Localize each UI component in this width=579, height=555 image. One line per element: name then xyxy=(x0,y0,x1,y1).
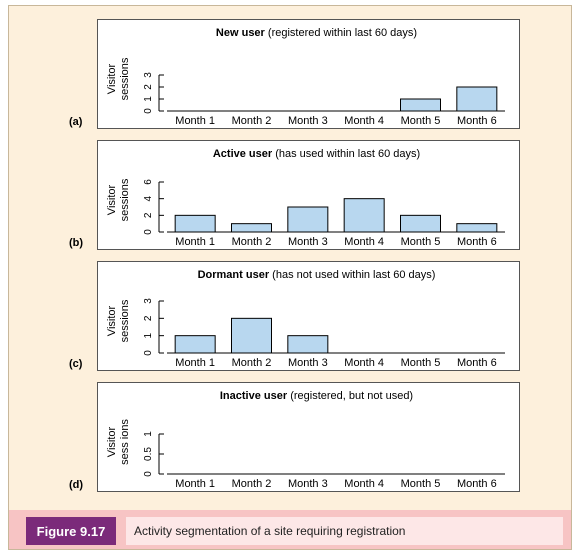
y-tick-label: 6 xyxy=(143,179,154,185)
chart-title-bold: New user xyxy=(216,27,266,39)
chart-title-rest: (has not used within last 60 days) xyxy=(269,269,435,281)
x-tick-label: Month 4 xyxy=(344,236,384,248)
y-tick-label: 1 xyxy=(143,431,154,437)
panel-label-c: (c) xyxy=(69,358,83,370)
figure: New user (registered within last 60 days… xyxy=(8,5,572,550)
y-tick-label: 0.5 xyxy=(143,447,154,461)
bar xyxy=(456,86,498,112)
y-axis-label-line2: sessions xyxy=(119,57,131,100)
y-tick-label: 2 xyxy=(143,212,154,218)
x-tick-label: Month 3 xyxy=(288,478,328,490)
y-axis-label-line2: sessions xyxy=(119,178,131,221)
y-axis-label-line2: sessions xyxy=(119,299,131,342)
x-tick-label: Month 2 xyxy=(232,236,272,248)
y-axis-label-line1: Visitor xyxy=(106,426,118,457)
y-tick-label: 2 xyxy=(143,84,154,90)
chart-title-rest: (has used within last 60 days) xyxy=(272,148,420,160)
chart-title-bold: Inactive user xyxy=(220,390,288,402)
bar xyxy=(343,198,385,233)
chart-panel-b: Active user (has used within last 60 day… xyxy=(97,140,520,250)
chart-title: Dormant user (has not used within last 6… xyxy=(198,269,436,281)
x-tick-label: Month 1 xyxy=(175,115,215,127)
x-tick-label: Month 1 xyxy=(175,236,215,248)
chart-title-rest: (registered, but not used) xyxy=(287,390,413,402)
bar xyxy=(456,223,498,233)
x-tick-label: Month 4 xyxy=(344,357,384,369)
y-axis-label-line1: Visitor xyxy=(106,63,118,94)
chart-panel-d: Inactive user (registered, but not used)… xyxy=(97,382,520,492)
x-tick-label: Month 5 xyxy=(401,236,441,248)
y-tick-label: 0 xyxy=(143,108,154,114)
chart-svg-b: Active user (has used within last 60 day… xyxy=(97,140,520,250)
y-axis-label-line1: Visitor xyxy=(106,184,118,215)
x-tick-label: Month 1 xyxy=(175,478,215,490)
x-tick-label: Month 2 xyxy=(232,357,272,369)
figure-label: Figure 9.17 xyxy=(26,517,116,545)
x-tick-label: Month 6 xyxy=(457,115,497,127)
bar xyxy=(174,214,216,233)
panel-frame xyxy=(97,19,520,129)
chart-svg-a: New user (registered within last 60 days… xyxy=(97,19,520,129)
x-tick-label: Month 6 xyxy=(457,236,497,248)
bar xyxy=(231,317,272,354)
y-tick-label: 1 xyxy=(143,332,154,338)
figure-caption: Activity segmentation of a site requirin… xyxy=(126,517,563,545)
x-tick-label: Month 5 xyxy=(401,478,441,490)
y-axis-label-line1: Visitor xyxy=(106,305,118,336)
bar xyxy=(287,206,329,233)
x-tick-label: Month 6 xyxy=(457,357,497,369)
x-tick-label: Month 4 xyxy=(344,115,384,127)
bar xyxy=(174,335,216,354)
panel-label-d: (d) xyxy=(69,479,84,491)
x-tick-label: Month 1 xyxy=(175,357,215,369)
chart-panel-c: Dormant user (has not used within last 6… xyxy=(97,261,520,371)
chart-svg-c: Dormant user (has not used within last 6… xyxy=(97,261,520,371)
x-tick-label: Month 3 xyxy=(288,357,328,369)
panel-label-a: (a) xyxy=(69,116,83,128)
y-tick-label: 1 xyxy=(143,96,154,102)
chart-title-bold: Active user xyxy=(213,148,273,160)
bar xyxy=(400,98,441,112)
chart-title: Active user (has used within last 60 day… xyxy=(213,148,420,160)
panel-frame xyxy=(97,382,520,492)
x-tick-label: Month 2 xyxy=(232,478,272,490)
chart-title: New user (registered within last 60 days… xyxy=(216,27,417,39)
bar xyxy=(400,214,441,233)
x-tick-label: Month 2 xyxy=(232,115,272,127)
y-axis-label-line2: sess ions xyxy=(119,419,131,465)
x-tick-label: Month 4 xyxy=(344,478,384,490)
y-tick-label: 0 xyxy=(143,229,154,235)
x-tick-label: Month 5 xyxy=(401,357,441,369)
chart-svg-d: Inactive user (registered, but not used)… xyxy=(97,382,520,492)
x-tick-label: Month 6 xyxy=(457,478,497,490)
y-tick-label: 2 xyxy=(143,315,154,321)
y-tick-label: 0 xyxy=(143,350,154,356)
x-tick-label: Month 5 xyxy=(401,115,441,127)
y-tick-label: 3 xyxy=(143,72,154,78)
y-tick-label: 4 xyxy=(143,195,154,201)
panel-label-b: (b) xyxy=(69,237,84,249)
y-tick-label: 0 xyxy=(143,471,154,477)
bar xyxy=(287,335,329,354)
chart-title-bold: Dormant user xyxy=(198,269,270,281)
chart-title: Inactive user (registered, but not used) xyxy=(220,390,413,402)
y-tick-label: 3 xyxy=(143,298,154,304)
x-tick-label: Month 3 xyxy=(288,236,328,248)
bar xyxy=(231,223,272,233)
x-tick-label: Month 3 xyxy=(288,115,328,127)
chart-title-rest: (registered within last 60 days) xyxy=(265,27,417,39)
chart-panel-a: New user (registered within last 60 days… xyxy=(97,19,520,129)
